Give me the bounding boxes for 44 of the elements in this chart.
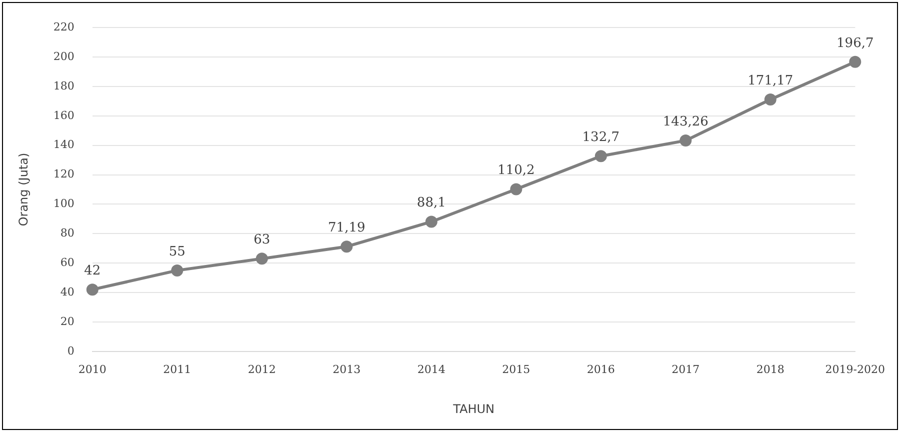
x-tick-label: 2012 (248, 362, 276, 376)
x-tick-label: 2017 (672, 362, 700, 376)
y-tick-label: 160 (53, 108, 74, 122)
y-tick-label: 200 (53, 50, 74, 63)
y-tick-label: 120 (53, 168, 74, 181)
x-tick-label: 2015 (502, 362, 530, 376)
x-tick-label: 2013 (332, 362, 361, 376)
point (86, 284, 98, 296)
point (425, 216, 438, 228)
data-label: 196,7 (836, 36, 874, 51)
data-label: 143,26 (662, 114, 708, 130)
data-label: 88,1 (416, 196, 446, 211)
x-tick-label: 2016 (586, 362, 615, 376)
y-tick-label: 60 (60, 256, 74, 269)
data-label: 171,17 (748, 73, 794, 88)
x-tick-label: 2018 (756, 362, 784, 376)
point (594, 150, 607, 162)
y-tick-label: 20 (60, 314, 74, 328)
y-tick-label: 220 (53, 20, 74, 34)
point (849, 56, 862, 68)
data-label: 42 (84, 263, 101, 278)
x-tick-label: 2019-2020 (825, 362, 886, 376)
point (256, 252, 268, 265)
data-label: 132,7 (582, 130, 620, 145)
x-tick-label: 2014 (417, 362, 446, 376)
point (764, 93, 776, 106)
point (680, 134, 692, 147)
point (340, 240, 353, 253)
y-tick-label: 100 (53, 197, 74, 210)
y-axis-title: Orang (Juta) (16, 152, 30, 226)
data-label: 55 (168, 244, 186, 260)
data-label: 63 (254, 232, 270, 248)
x-axis-title: TAHUN (452, 402, 494, 416)
data-label: 71,19 (328, 220, 366, 236)
y-tick-label: 80 (60, 226, 74, 240)
y-tick-label: 180 (53, 79, 74, 92)
y-tick-label: 140 (53, 138, 74, 152)
point (171, 264, 184, 276)
x-tick-label: 2011 (163, 362, 192, 376)
y-tick-label: 0 (67, 344, 74, 358)
y-tick-label: 40 (60, 285, 74, 298)
x-tick-label: 2010 (78, 362, 106, 376)
point (510, 183, 522, 196)
data-label: 110,2 (498, 163, 535, 178)
